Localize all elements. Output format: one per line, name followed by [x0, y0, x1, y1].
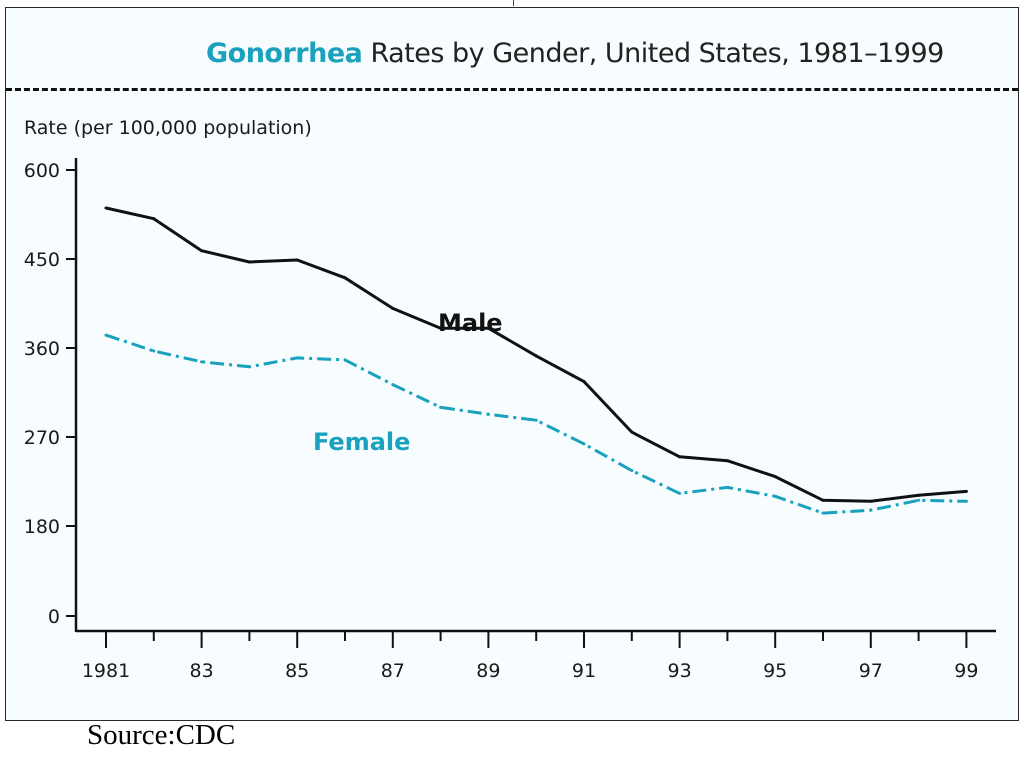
data-point-male [534, 354, 538, 358]
chart-frame: Gonorrhea Rates by Gender, United States… [5, 7, 1019, 721]
data-point-male [821, 498, 825, 502]
y-ticks: 0 180 270 360 450 600 [24, 160, 76, 628]
data-point-male [582, 380, 586, 384]
series-line-female [105, 333, 967, 515]
data-point-female [678, 491, 682, 495]
data-point-male [964, 489, 968, 493]
data-point-male [104, 206, 108, 210]
top-tick-mark [513, 0, 514, 6]
data-point-male [869, 499, 873, 503]
data-point-female [725, 485, 729, 489]
data-point-male [391, 306, 395, 310]
x-tick-label: 87 [381, 660, 405, 682]
y-axis-title: Rate (per 100,000 population) [24, 117, 312, 139]
series-label-male: Male [438, 309, 503, 337]
data-point-female [869, 508, 873, 512]
chart-title: Gonorrhea Rates by Gender, United States… [206, 38, 944, 69]
source-note: Source:CDC [87, 719, 236, 751]
data-point-male [295, 258, 299, 262]
y-tick-label: 450 [24, 249, 60, 271]
x-tick-label: 99 [954, 660, 978, 682]
data-point-male [343, 276, 347, 280]
data-point-female [343, 358, 347, 362]
data-point-female [295, 356, 299, 360]
y-tick-label: 600 [24, 160, 60, 182]
data-point-male [152, 217, 156, 221]
data-point-male [486, 326, 490, 330]
data-point-female [821, 511, 825, 515]
data-point-male [725, 459, 729, 463]
data-point-female [964, 499, 968, 503]
title-divider [6, 88, 1018, 91]
data-point-female [582, 442, 586, 446]
title-highlight: Gonorrhea [206, 38, 363, 69]
data-point-male [439, 326, 443, 330]
data-point-female [152, 349, 156, 353]
data-point-female [917, 498, 921, 502]
x-tick-label: 91 [572, 660, 596, 682]
data-point-female [247, 365, 251, 369]
data-point-female [104, 333, 108, 337]
x-tick-label: 89 [476, 660, 500, 682]
x-tick-label: 97 [859, 660, 883, 682]
data-point-male [200, 249, 204, 253]
data-point-female [439, 405, 443, 409]
x-tick-label: 1981 [82, 660, 130, 682]
data-point-female [630, 469, 634, 473]
title-bar: Gonorrhea Rates by Gender, United States… [6, 8, 1018, 92]
data-point-female [534, 418, 538, 422]
data-point-female [773, 494, 777, 498]
x-tick-label: 93 [668, 660, 692, 682]
series-label-female: Female [313, 428, 410, 456]
series-group [104, 206, 968, 515]
data-point-female [486, 412, 490, 416]
x-tick-label: 83 [190, 660, 214, 682]
data-point-male [630, 430, 634, 434]
y-tick-label: 180 [24, 516, 60, 538]
y-tick-label: 270 [24, 427, 60, 449]
data-point-male [247, 260, 251, 264]
y-tick-label: 360 [24, 338, 60, 360]
title-rest: Rates by Gender, United States, 1981–199… [362, 38, 944, 69]
x-tick-label: 95 [763, 660, 787, 682]
data-point-male [917, 493, 921, 497]
data-point-male [678, 455, 682, 459]
data-point-male [773, 475, 777, 479]
y-tick-label: 0 [48, 606, 60, 628]
data-point-female [200, 360, 204, 364]
x-tick-label: 85 [285, 660, 309, 682]
x-ticks: 1981 83 85 87 89 91 93 95 97 99 [82, 631, 978, 682]
data-point-female [391, 383, 395, 387]
